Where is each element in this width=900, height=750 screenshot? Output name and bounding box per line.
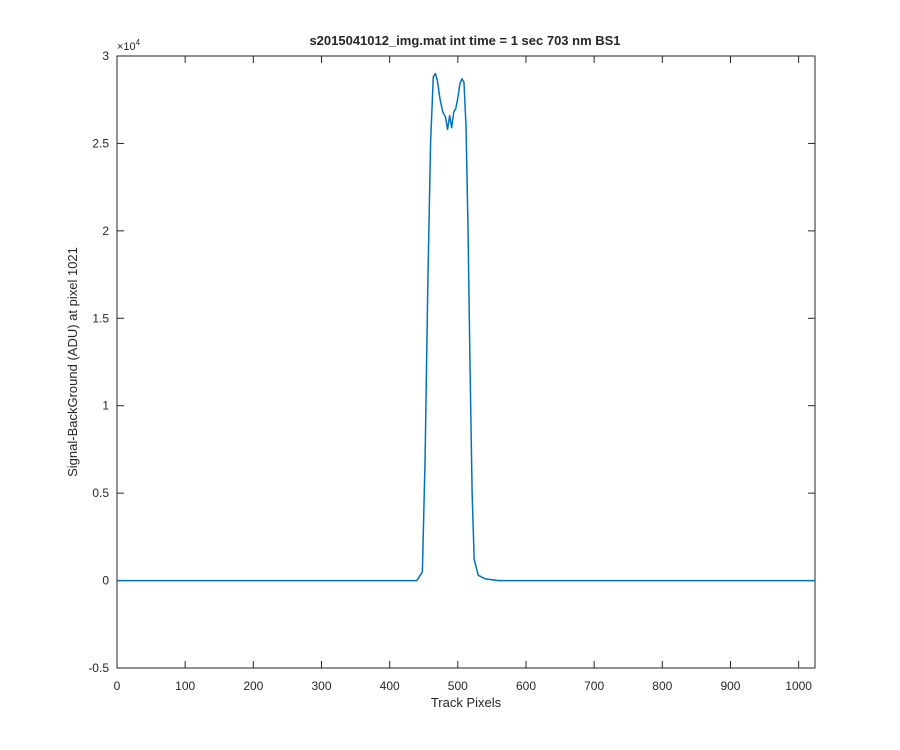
y-tick-label: -0.5	[88, 661, 109, 675]
x-tick-label: 200	[243, 679, 263, 693]
x-tick-label: 1000	[785, 679, 812, 693]
y-tick-label: 3	[102, 49, 109, 63]
x-tick-label: 600	[516, 679, 536, 693]
x-tick-label: 900	[720, 679, 740, 693]
y-tick-label: 2	[102, 224, 109, 238]
y-tick-labels: -0.5 0 0.5 1 1.5 2 2.5 3	[88, 49, 109, 675]
series-line	[117, 72, 815, 582]
chart-title: s2015041012_img.mat int time = 1 sec 703…	[309, 33, 620, 48]
x-tick-label: 400	[380, 679, 400, 693]
y-tick-label: 2.5	[92, 136, 109, 150]
x-tick-labels: 0 100 200 300 400 500 600 700 800 900 1000	[114, 679, 813, 693]
y-tick-label: 1	[102, 399, 109, 413]
x-tick-label: 0	[114, 679, 121, 693]
axis-ticks	[116, 55, 815, 669]
x-tick-label: 500	[448, 679, 468, 693]
x-tick-label: 300	[311, 679, 331, 693]
y-exponent-power: 4	[136, 38, 141, 47]
x-tick-label: 100	[175, 679, 195, 693]
y-tick-label: 1.5	[92, 311, 109, 325]
x-tick-label: 800	[652, 679, 672, 693]
x-axis-label: Track Pixels	[431, 695, 502, 710]
y-tick-label: 0.5	[92, 486, 109, 500]
y-axis-label: Signal-BackGround (ADU) at pixel 1021	[65, 247, 80, 477]
y-tick-label: 0	[102, 574, 109, 588]
y-exponent-label: ×104	[117, 38, 141, 53]
x-tick-label: 700	[584, 679, 604, 693]
y-exponent-base: ×10	[117, 41, 136, 53]
